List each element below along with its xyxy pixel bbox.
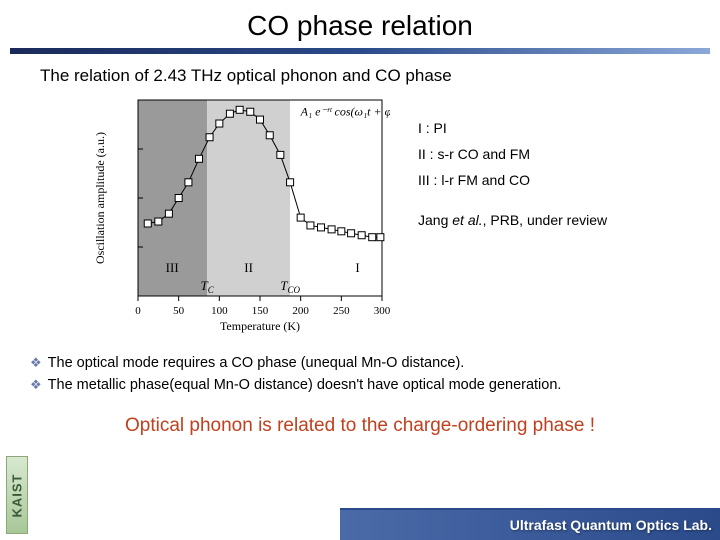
bullets: The optical mode requires a CO phase (un…: [30, 352, 720, 397]
legend-i: I : PI: [418, 120, 607, 136]
mid-row: 0 50 100 150 200 250 300 Temperature (K) Oscilla…: [0, 92, 720, 336]
citation: Jang et al., PRB, under review: [418, 212, 607, 228]
legend: I : PI II : s-r CO and FM III : l-r FM a…: [418, 120, 607, 238]
footer-bar: Ultrafast Quantum Optics Lab.: [340, 510, 720, 540]
bullet-1-text: The optical mode requires a CO phase (un…: [48, 355, 465, 371]
citation-etal: et al.: [448, 212, 482, 228]
citation-rest: , PRB, under review: [483, 212, 608, 228]
kaist-text: KAIST: [10, 473, 25, 517]
conclusion: Optical phonon is related to the charge-…: [0, 415, 720, 437]
svg-text:150: 150: [252, 305, 269, 317]
page-title: CO phase relation: [0, 0, 720, 42]
svg-text:100: 100: [211, 305, 228, 317]
svg-text:50: 50: [173, 305, 185, 317]
svg-text:200: 200: [292, 305, 309, 317]
bullet-2: The metallic phase(equal Mn-O distance) …: [30, 374, 720, 396]
svg-text:II: II: [244, 260, 253, 275]
legend-ii: II : s-r CO and FM: [418, 146, 607, 162]
svg-text:250: 250: [333, 305, 350, 317]
svg-text:300: 300: [374, 305, 390, 317]
subtitle: The relation of 2.43 THz optical phonon …: [0, 54, 720, 86]
citation-jang: Jang: [418, 212, 448, 228]
footer-text: Ultrafast Quantum Optics Lab.: [510, 517, 712, 533]
legend-iii: III : l-r FM and CO: [418, 172, 607, 188]
svg-text:A₁ e⁻ʳᵗ cos(ω₁t + φ₁): A₁ e⁻ʳᵗ cos(ω₁t + φ₁): [300, 105, 390, 119]
svg-text:Temperature (K): Temperature (K): [220, 319, 300, 333]
chart-svg: 0 50 100 150 200 250 300 Temperature (K) Oscilla…: [90, 92, 390, 336]
svg-text:Oscillation amplitude (a.u.): Oscillation amplitude (a.u.): [93, 132, 107, 264]
bullet-1: The optical mode requires a CO phase (un…: [30, 352, 720, 374]
chart: 0 50 100 150 200 250 300 Temperature (K) Oscilla…: [90, 92, 390, 336]
bullet-2-text: The metallic phase(equal Mn-O distance) …: [48, 377, 562, 393]
svg-text:I: I: [355, 260, 359, 275]
svg-text:0: 0: [135, 305, 141, 317]
svg-text:III: III: [166, 260, 179, 275]
kaist-badge: KAIST: [6, 456, 28, 534]
